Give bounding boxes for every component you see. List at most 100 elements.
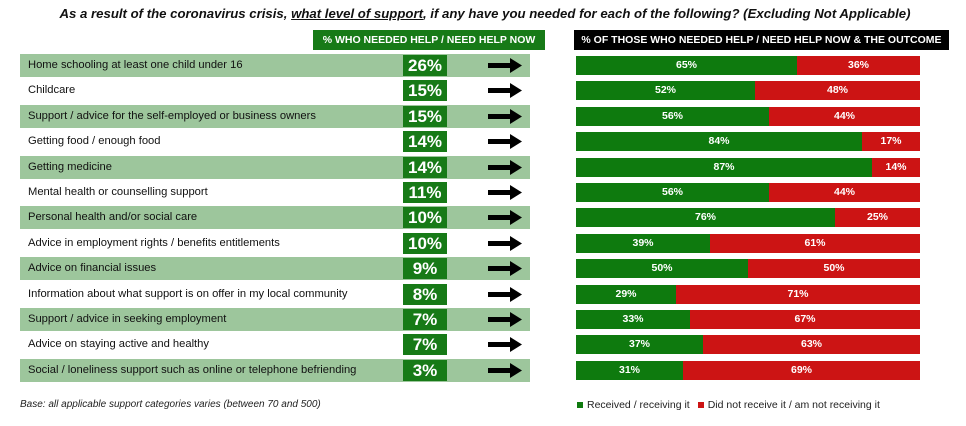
not-received-segment: 50% xyxy=(748,259,920,279)
arrow-right-icon xyxy=(488,185,522,200)
outcome-bar: 39% 61% xyxy=(576,233,920,253)
base-footnote: Base: all applicable support categories … xyxy=(20,399,321,410)
arrow-right-icon xyxy=(488,337,522,353)
chart-row: Getting food / enough food 14% 84% 17% xyxy=(20,130,946,153)
needed-help-value: 3% xyxy=(403,359,447,381)
row-band xyxy=(20,155,530,179)
row-band xyxy=(20,104,530,128)
category-label: Advice on financial issues xyxy=(28,262,157,275)
not-received-segment: 44% xyxy=(769,183,920,202)
arrow-right-icon xyxy=(488,286,522,302)
received-segment: 56% xyxy=(576,106,769,126)
chart-title: As a result of the coronavirus crisis, w… xyxy=(10,6,960,21)
category-label: Information about what support is on off… xyxy=(28,287,348,300)
chart-row: Support / advice in seeking employment 7%… xyxy=(20,308,946,331)
received-segment: 29% xyxy=(576,284,676,304)
legend: Received / receiving it Did not receive … xyxy=(577,399,888,411)
arrow-right-icon xyxy=(488,261,522,277)
row-band xyxy=(20,257,530,281)
received-segment: 65% xyxy=(576,56,797,75)
received-segment: 56% xyxy=(576,183,769,202)
title-emphasis: what level of support xyxy=(291,6,423,21)
arrow-right-icon xyxy=(488,58,522,73)
category-label: Advice on staying active and healthy xyxy=(28,338,209,351)
category-label: Social / loneliness support such as onli… xyxy=(28,363,357,376)
not-received-segment: 48% xyxy=(755,81,920,101)
received-segment: 50% xyxy=(576,259,748,279)
outcome-bar: 31% 69% xyxy=(576,360,920,380)
not-received-segment: 25% xyxy=(835,208,920,228)
legend-label-not-received: Did not receive it / am not receiving it xyxy=(707,399,880,411)
outcome-column-header: % OF THOSE WHO NEEDED HELP / NEED HELP N… xyxy=(574,30,949,50)
needed-help-value: 10% xyxy=(403,232,447,254)
arrow-right-icon xyxy=(488,210,522,226)
not-received-segment: 69% xyxy=(683,360,920,380)
arrow-right-icon xyxy=(488,362,522,378)
outcome-bar: 65% 36% xyxy=(576,56,920,75)
title-text-start: As a result of the coronavirus crisis, xyxy=(59,6,292,21)
received-segment: 87% xyxy=(576,157,872,177)
needed-help-value: 11% xyxy=(403,182,447,203)
category-label: Support / advice in seeking employment xyxy=(28,313,227,325)
title-text-end: , if any have you needed for each of the… xyxy=(422,6,911,21)
outcome-bar: 29% 71% xyxy=(576,284,920,304)
needed-help-value: 14% xyxy=(403,156,447,178)
chart-row: Advice on financial issues 9% 50% 50% xyxy=(20,257,946,281)
chart-row: Mental health or counselling support 11% 5… xyxy=(20,181,946,204)
outcome-bar: 84% 17% xyxy=(576,132,920,152)
not-received-segment: 67% xyxy=(690,310,920,329)
received-segment: 33% xyxy=(576,310,690,329)
legend-item-not-received: Did not receive it / am not receiving it xyxy=(697,399,880,411)
legend-swatch-received xyxy=(577,402,583,408)
not-received-segment: 61% xyxy=(710,233,920,253)
arrow-right-icon xyxy=(488,108,522,124)
needed-help-value: 26% xyxy=(403,55,447,76)
outcome-bar: 37% 63% xyxy=(576,335,920,355)
row-band xyxy=(20,308,530,331)
not-received-segment: 14% xyxy=(872,157,920,177)
arrow-right-icon xyxy=(488,83,522,99)
chart-row: Personal health and/or social care 10% 76%… xyxy=(20,206,946,230)
needed-help-value: 8% xyxy=(403,283,447,305)
arrow-right-icon xyxy=(488,134,522,150)
arrow-right-icon xyxy=(488,312,522,327)
category-label: Personal health and/or social care xyxy=(28,211,198,224)
chart-row: Information about what support is on off… xyxy=(20,283,946,306)
needed-help-value: 15% xyxy=(403,80,447,102)
outcome-bar: 76% 25% xyxy=(576,208,920,228)
needed-help-value: 10% xyxy=(403,207,447,229)
needed-help-column-header: % WHO NEEDED HELP / NEED HELP NOW xyxy=(313,30,545,50)
received-segment: 31% xyxy=(576,360,683,380)
received-segment: 76% xyxy=(576,208,835,228)
not-received-segment: 36% xyxy=(797,56,920,75)
chart-row: Support / advice for the self-employed o… xyxy=(20,104,946,128)
received-segment: 84% xyxy=(576,132,862,152)
chart-row: Social / loneliness support such as onli… xyxy=(20,358,946,382)
category-label: Support / advice for the self-employed o… xyxy=(28,109,316,122)
legend-swatch-not-received xyxy=(697,402,704,408)
not-received-segment: 44% xyxy=(769,106,920,126)
needed-help-value: 15% xyxy=(403,105,447,127)
outcome-bar: 56% 44% xyxy=(576,183,920,202)
chart-row: Childcare 15% 52% 48% xyxy=(20,79,946,102)
chart-row: Advice on staying active and healthy 7% 37… xyxy=(20,333,946,356)
legend-label-received: Received / receiving it xyxy=(587,399,690,411)
received-segment: 52% xyxy=(576,81,755,101)
received-segment: 39% xyxy=(576,233,710,253)
outcome-bar: 56% 44% xyxy=(576,106,920,126)
legend-item-received: Received / receiving it xyxy=(577,399,690,411)
outcome-bar: 50% 50% xyxy=(576,259,920,279)
row-band xyxy=(20,206,530,230)
category-label: Getting food / enough food xyxy=(28,135,161,148)
category-label: Getting medicine xyxy=(28,160,112,173)
not-received-segment: 63% xyxy=(703,335,920,355)
chart-row: Getting medicine 14% 87% 14% xyxy=(20,155,946,179)
row-band xyxy=(20,358,530,382)
category-label: Advice in employment rights / benefits e… xyxy=(28,236,280,249)
category-label: Mental health or counselling support xyxy=(28,186,208,198)
needed-help-value: 7% xyxy=(403,334,447,356)
category-label: Childcare xyxy=(28,84,76,97)
row-band xyxy=(20,54,530,77)
category-label: Home schooling at least one child under … xyxy=(28,59,243,71)
chart-row: Advice in employment rights / benefits e… xyxy=(20,232,946,255)
